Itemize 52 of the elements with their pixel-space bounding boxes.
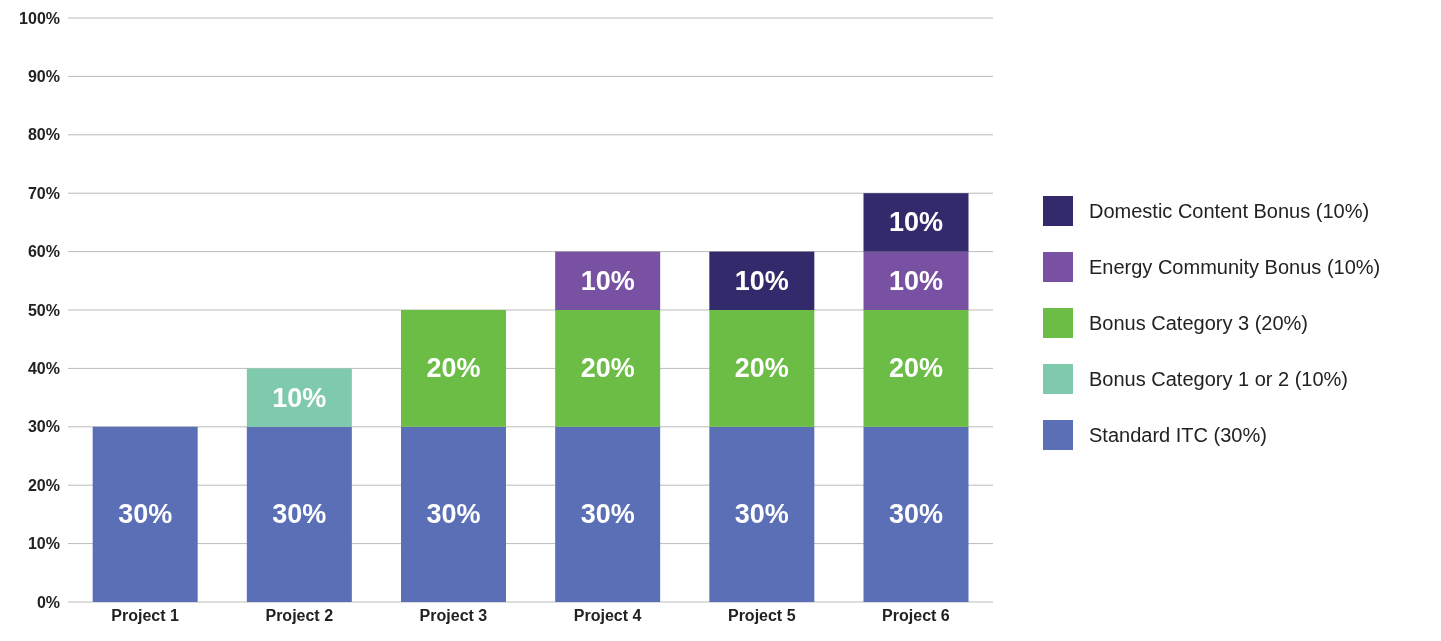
y-tick-label: 70% bbox=[27, 184, 60, 202]
bar bbox=[709, 426, 815, 602]
y-tick-label: 100% bbox=[19, 9, 60, 27]
data-label: 10% bbox=[734, 265, 789, 296]
bar bbox=[92, 426, 198, 602]
x-tick-label: Project 6 bbox=[882, 607, 950, 625]
x-tick-label: Project 5 bbox=[727, 607, 796, 625]
bar bbox=[246, 426, 352, 602]
bar bbox=[863, 193, 969, 252]
y-tick-label: 10% bbox=[27, 535, 60, 553]
data-label: 30% bbox=[734, 499, 789, 530]
data-label: 10% bbox=[888, 207, 944, 238]
data-label: 10% bbox=[580, 265, 635, 296]
bar bbox=[401, 426, 506, 602]
x-tick-label: Project 3 bbox=[419, 607, 488, 625]
bar bbox=[863, 251, 969, 310]
data-label: 20% bbox=[734, 353, 789, 384]
data-label: 10% bbox=[888, 265, 944, 296]
legend-label: Domestic Content Bonus (10%) bbox=[1089, 199, 1370, 223]
y-tick-label: 30% bbox=[27, 418, 60, 436]
legend-label: Bonus Category 1 or 2 (10%) bbox=[1089, 367, 1349, 391]
bar bbox=[555, 310, 661, 427]
legend-label: Bonus Category 3 (20%) bbox=[1089, 311, 1309, 335]
y-tick-label: 50% bbox=[27, 301, 60, 319]
data-label: 20% bbox=[580, 353, 635, 384]
bar bbox=[709, 251, 815, 310]
y-tick-label: 90% bbox=[27, 68, 60, 86]
y-tick-label: 60% bbox=[27, 243, 60, 261]
data-label: 10% bbox=[272, 382, 327, 413]
x-tick-label: Project 4 bbox=[573, 607, 642, 625]
y-tick-label: 80% bbox=[27, 126, 60, 144]
y-tick-label: 20% bbox=[27, 476, 60, 494]
data-label: 20% bbox=[426, 353, 481, 384]
bar bbox=[401, 310, 506, 427]
legend-label: Energy Community Bonus (10%) bbox=[1089, 255, 1381, 279]
data-label: 30% bbox=[118, 499, 173, 530]
bar bbox=[555, 426, 661, 602]
bar bbox=[863, 426, 969, 602]
bar bbox=[709, 310, 815, 427]
data-label: 30% bbox=[272, 499, 327, 530]
legend-label: Standard ITC (30%) bbox=[1089, 423, 1267, 447]
bar bbox=[246, 368, 352, 427]
bar bbox=[863, 310, 969, 427]
x-tick-label: Project 1 bbox=[111, 607, 179, 625]
x-tick-label: Project 2 bbox=[265, 607, 334, 625]
bar bbox=[555, 251, 661, 310]
data-label: 30% bbox=[580, 499, 635, 530]
y-tick-label: 40% bbox=[27, 360, 60, 378]
y-tick-label: 0% bbox=[36, 593, 60, 611]
data-label: 30% bbox=[888, 499, 944, 530]
data-label: 20% bbox=[888, 353, 944, 384]
data-label: 30% bbox=[426, 499, 481, 530]
